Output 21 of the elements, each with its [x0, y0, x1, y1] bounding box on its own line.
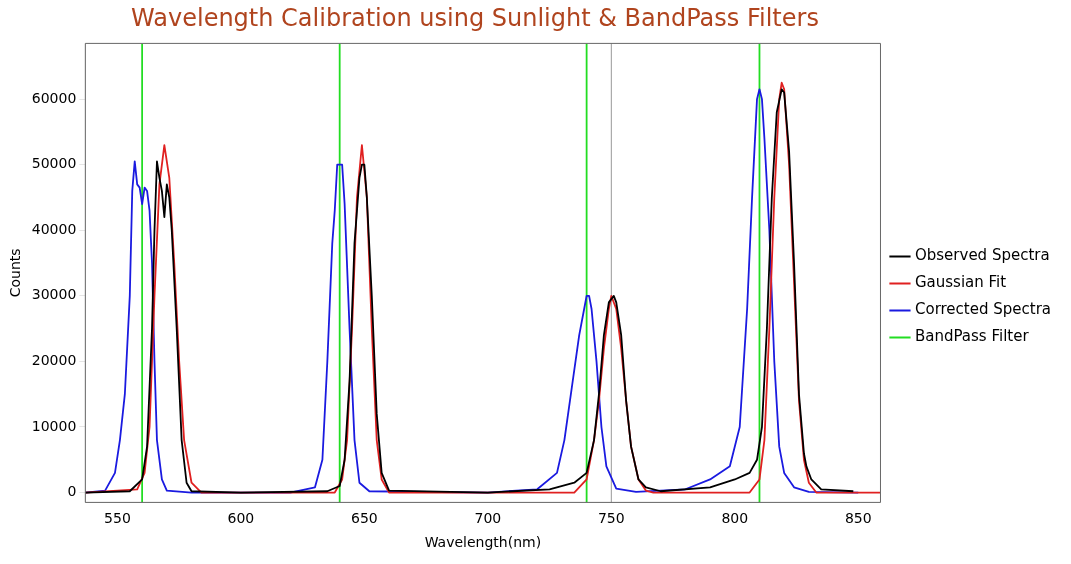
x-tick-label: 600 [227, 510, 255, 527]
y-tick-label: 40000 [31, 220, 77, 237]
y-tick-label: 20000 [31, 352, 77, 369]
legend-label: Gaussian Fit [914, 273, 1007, 292]
x-tick-label: 650 [351, 510, 378, 527]
y-tick-label: 0 [67, 483, 77, 500]
y-tick-label: 30000 [31, 286, 77, 303]
x-tick-label: 550 [104, 510, 131, 527]
y-axis-title: Counts [7, 248, 24, 298]
y-tick-label: 50000 [31, 155, 77, 172]
x-tick-label: 800 [721, 510, 749, 527]
x-axis-title: Wavelength(nm) [424, 534, 542, 551]
legend-label: Observed Spectra [914, 246, 1050, 265]
legend-label: BandPass Filter [914, 327, 1030, 346]
x-tick-label: 750 [597, 510, 625, 527]
y-tick-label: 10000 [31, 417, 77, 434]
legend-label: Corrected Spectra [914, 300, 1052, 319]
chart-title: Wavelength Calibration using Sunlight & BandPass Filters [130, 4, 820, 32]
x-tick-label: 700 [474, 510, 502, 527]
x-tick-label: 850 [844, 510, 872, 527]
y-tick-label: 60000 [31, 89, 77, 106]
